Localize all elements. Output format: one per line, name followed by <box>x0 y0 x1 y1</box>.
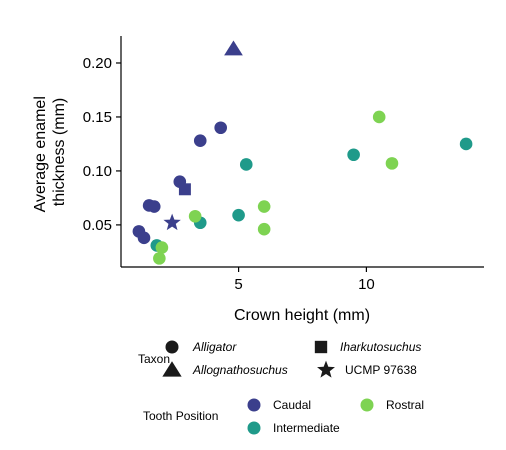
y-tick-label: 0.10 <box>83 163 112 180</box>
y-tick-label: 0.05 <box>83 217 112 234</box>
data-point-circle-caudal <box>214 121 227 135</box>
legend-square-icon <box>314 340 328 354</box>
data-point-circle-caudal <box>137 231 151 245</box>
x-tick-label: 5 <box>234 276 242 293</box>
legend-position-circle-icon <box>247 398 261 412</box>
legend-circle-icon <box>165 340 179 354</box>
x-tick-label: 10 <box>358 276 375 293</box>
data-point-circle-intermediate <box>459 137 473 151</box>
legend-position-label: Rostral <box>386 398 424 412</box>
legend-position-label: Intermediate <box>273 421 340 435</box>
y-axis-title-line-2: thickness (mm) <box>51 98 68 206</box>
data-point-circle-intermediate <box>239 158 253 171</box>
legend-taxon-label: Alligator <box>192 340 237 354</box>
y-axis-title: Average enamel thickness (mm) <box>32 92 68 213</box>
data-point-circle-rostral <box>385 157 399 170</box>
x-axis-title: Crown height (mm) <box>234 307 370 324</box>
y-tick-label: 0.15 <box>83 109 112 126</box>
legend-position-label: Caudal <box>273 398 311 412</box>
legend-position-circle-icon <box>360 398 374 412</box>
data-point-triangle-caudal <box>224 40 243 56</box>
data-point-star-caudal <box>163 213 181 231</box>
y-ticks: 0.05 0.10 0.15 0.20 <box>83 55 121 234</box>
data-point-circle-intermediate <box>232 208 245 222</box>
legend-taxon-label: Allognathosuchus <box>192 363 288 377</box>
legend-taxon-label: Iharkutosuchus <box>340 340 421 354</box>
data-point-circle-rostral <box>372 110 386 124</box>
data-points <box>132 40 473 265</box>
legend-star-icon <box>317 360 335 378</box>
data-point-circle-rostral <box>257 222 271 236</box>
legend-triangle-icon <box>162 361 182 377</box>
data-point-circle-rostral <box>257 200 271 213</box>
data-point-circle-rostral <box>153 252 166 265</box>
data-point-circle-intermediate <box>347 148 360 162</box>
x-ticks: 5 10 <box>234 267 375 293</box>
legend-position-title: Tooth Position <box>143 409 218 423</box>
y-axis-title-line-1: Average enamel <box>32 96 49 212</box>
axes <box>120 36 484 268</box>
data-point-circle-caudal <box>193 134 207 148</box>
data-point-circle-caudal <box>147 200 161 213</box>
data-point-square-caudal <box>178 183 191 196</box>
legend-taxon-label: UCMP 97638 <box>345 363 417 377</box>
legend: Taxon Alligator Iharkutosuchus Allognathos… <box>138 340 424 435</box>
legend-position-circle-icon <box>247 421 261 435</box>
legend-taxon-title: Taxon <box>138 352 170 366</box>
data-point-circle-rostral <box>188 209 202 223</box>
y-tick-label: 0.20 <box>83 55 112 72</box>
data-point-circle-rostral <box>155 241 169 254</box>
legend-positions: Caudal Rostral Intermediate <box>247 398 424 435</box>
legend-taxa: Alligator Iharkutosuchus Allognathosuchus U… <box>162 340 421 378</box>
